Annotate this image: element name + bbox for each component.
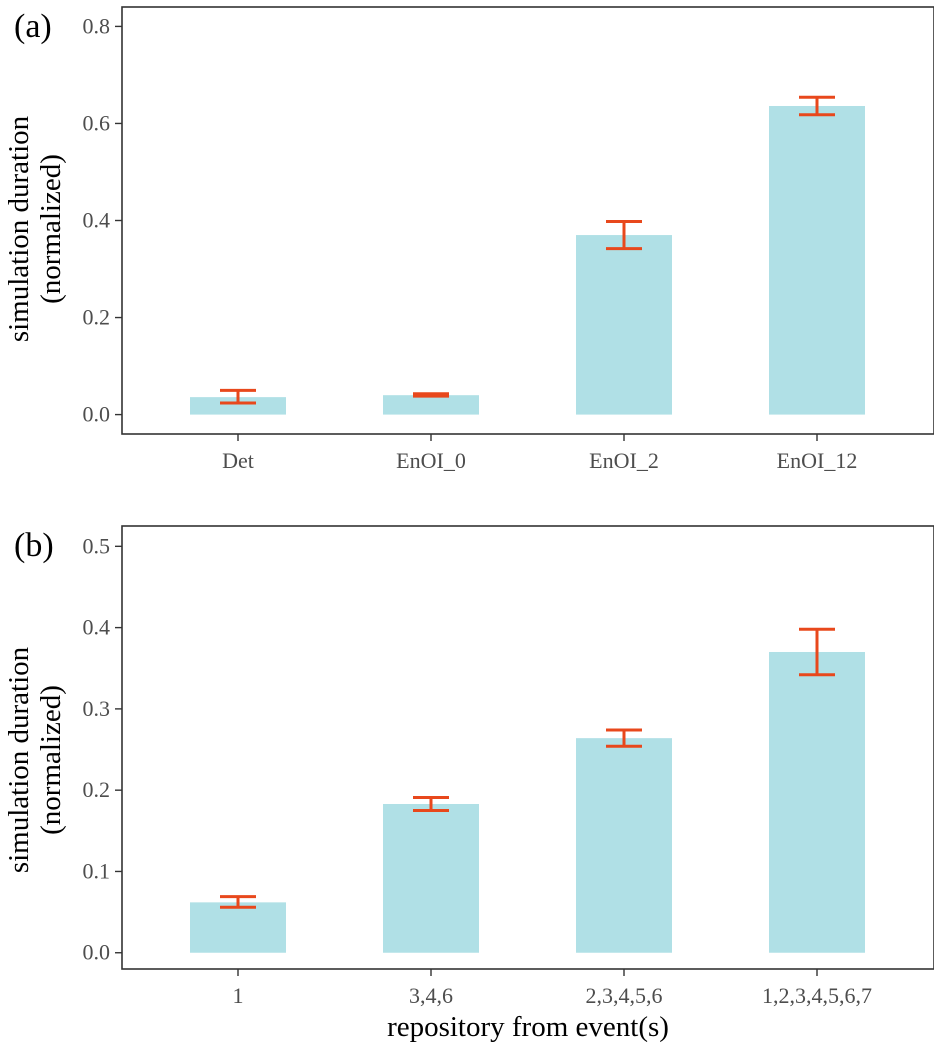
y-axis-title-line2: (normalized): [35, 154, 67, 304]
bar: [576, 235, 672, 415]
y-tick-label: 0.6: [83, 110, 111, 135]
bar: [190, 397, 286, 415]
y-tick-label: 0.0: [83, 940, 111, 965]
x-tick-label: EnOI_0: [396, 448, 466, 473]
y-tick-label: 0.2: [83, 777, 111, 802]
y-tick-label: 0.3: [83, 696, 111, 721]
y-axis-title-line1: simulation duration: [3, 646, 35, 873]
x-tick-label: Det: [222, 448, 254, 473]
y-tick-label: 0.2: [83, 305, 111, 330]
panel-label: (a): [14, 8, 52, 45]
bar: [576, 738, 672, 953]
y-axis-ticks: 0.0 0.2 0.4 0.6 0.8: [83, 13, 122, 427]
bar: [769, 651, 865, 953]
x-axis-ticks: 1 3,4,6 2,3,4,5,6 1,2,3,4,5,6,7: [233, 969, 872, 1008]
x-tick-label: 1: [233, 983, 244, 1008]
bar-series: [190, 105, 865, 415]
y-tick-label: 0.4: [83, 208, 111, 233]
y-tick-label: 0.5: [83, 533, 111, 558]
bar-series: [190, 651, 865, 953]
x-tick-label: EnOI_12: [777, 448, 858, 473]
bar: [190, 902, 286, 953]
bar: [383, 803, 479, 953]
x-tick-label: EnOI_2: [589, 448, 659, 473]
plot-frame: [121, 525, 934, 970]
panel-a: (a) simulation duration (normalized) 0.0…: [3, 6, 934, 473]
x-axis-title: repository from event(s): [387, 1011, 669, 1043]
y-axis-ticks: 0.0 0.1 0.2 0.3 0.4 0.5: [83, 533, 122, 965]
x-tick-label: 2,3,4,5,6: [586, 983, 663, 1008]
y-axis-title-line1: simulation duration: [3, 115, 35, 342]
y-axis-title-line2: (normalized): [35, 685, 67, 835]
y-tick-label: 0.1: [83, 858, 111, 883]
panel-b: (b) simulation duration (normalized) 0.0…: [3, 525, 934, 1043]
x-tick-label: 3,4,6: [409, 983, 453, 1008]
y-tick-label: 0.0: [83, 402, 111, 427]
error-bar-series: [220, 95, 835, 405]
bar: [383, 395, 479, 415]
y-tick-label: 0.8: [83, 13, 111, 38]
bar: [769, 105, 865, 415]
error-bar-series: [220, 627, 835, 909]
x-axis-ticks: Det EnOI_0 EnOI_2 EnOI_12: [222, 434, 857, 473]
x-tick-label: 1,2,3,4,5,6,7: [762, 983, 872, 1008]
panel-label: (b): [14, 527, 54, 564]
y-tick-label: 0.4: [83, 615, 111, 640]
